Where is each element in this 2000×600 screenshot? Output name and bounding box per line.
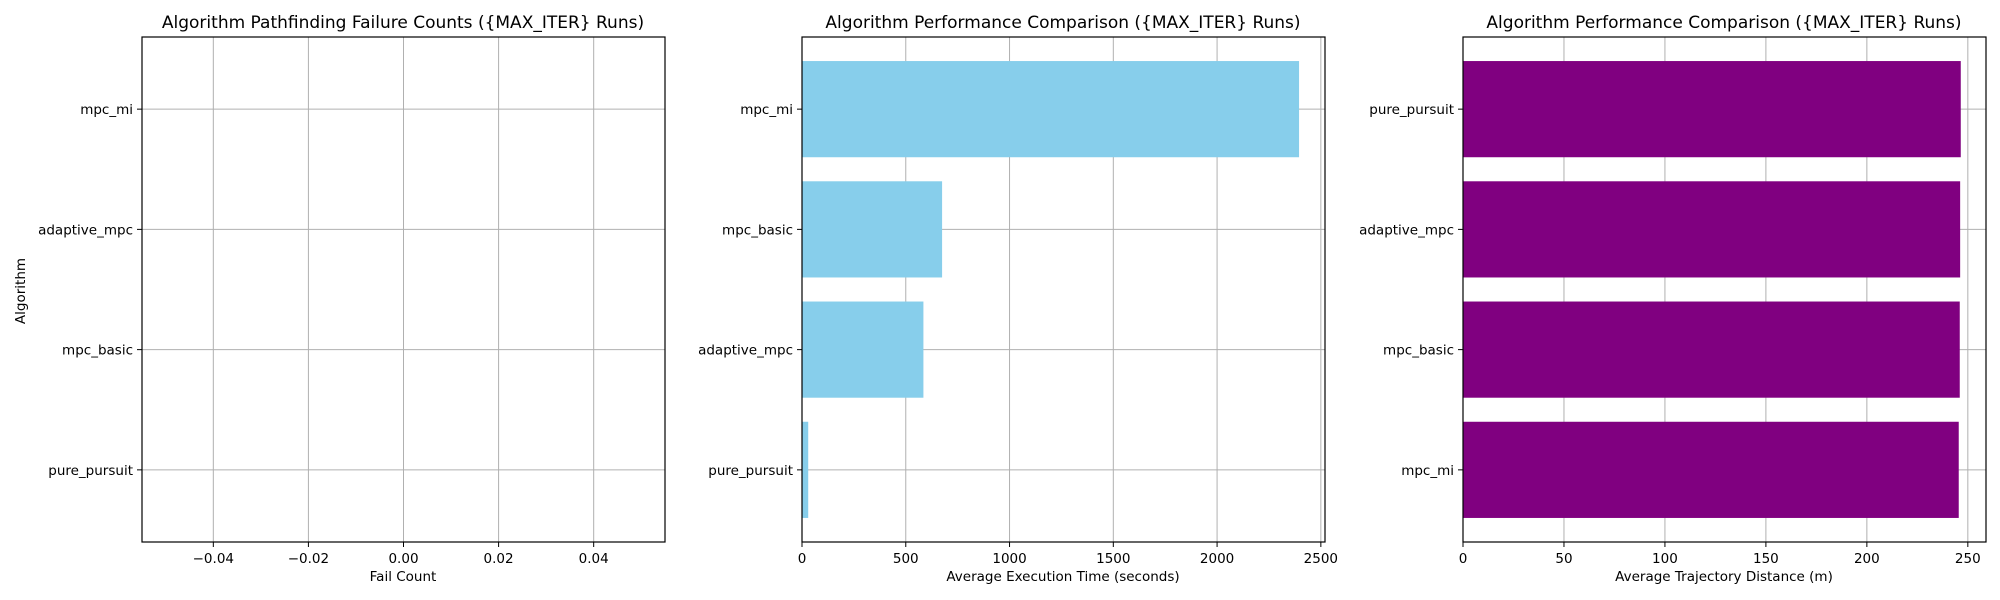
plot-frame (141, 36, 666, 543)
x-axis-label: Average Trajectory Distance (m) (1615, 569, 1833, 585)
y-tick-label: pure_pursuit (48, 463, 133, 479)
bar-mpc-basic (802, 181, 943, 278)
x-tick-label: 0.02 (484, 551, 514, 567)
x-tick-label: 1000 (992, 551, 1026, 567)
bar-adaptive-mpc (802, 301, 924, 398)
x-tick-label: 50 (1555, 551, 1572, 567)
chart-panel-trajectory-distance: Algorithm Performance Comparison ({MAX_I… (1359, 13, 1987, 585)
y-tick-label: mpc_mi (80, 102, 133, 118)
x-tick-label: 0 (1459, 551, 1468, 567)
x-tick-label: −0.04 (193, 551, 234, 567)
chart-panel-execution-time: Algorithm Performance Comparison ({MAX_I… (698, 13, 1338, 585)
y-tick-label: pure_pursuit (1369, 102, 1454, 118)
ticks: 0 50 100 150 200 250 mpc_mi mpc_basic adaptive_m… (1359, 102, 1981, 567)
grid (142, 37, 665, 542)
x-tick-label: 1500 (1096, 551, 1130, 567)
chart-panel-fail-count: Algorithm Pathfinding Failure Counts ({M… (13, 13, 666, 585)
y-tick-label: adaptive_mpc (698, 343, 793, 359)
x-axis-label: Average Execution Time (seconds) (946, 569, 1179, 585)
y-tick-label: adaptive_mpc (1359, 222, 1454, 238)
bars (1463, 61, 1961, 518)
x-tick-label: 250 (1955, 551, 1981, 567)
bar-pure-pursuit (802, 421, 809, 518)
x-tick-label: 2000 (1200, 551, 1234, 567)
y-axis-label: Algorithm (13, 258, 29, 324)
plot-frame (801, 36, 1326, 543)
bar-pure-pursuit (1463, 61, 1961, 158)
chart-title: Algorithm Performance Comparison ({MAX_I… (825, 13, 1300, 33)
y-tick-label: mpc_mi (1401, 463, 1454, 479)
bar-mpc-mi (1463, 421, 1959, 518)
bar-mpc-mi (802, 61, 1300, 158)
x-axis-label: Fail Count (370, 569, 437, 585)
bar-mpc-basic (1463, 301, 1960, 398)
x-tick-label: 0 (798, 551, 807, 567)
x-tick-label: 0.04 (579, 551, 609, 567)
ticks: 0 500 1000 1500 2000 2500 pure_pursuit adaptive… (698, 102, 1338, 567)
bar-adaptive-mpc (1463, 181, 1961, 278)
x-tick-label: 2500 (1304, 551, 1338, 567)
x-tick-label: 500 (893, 551, 919, 567)
y-tick-label: adaptive_mpc (38, 222, 133, 238)
plot-frame (1462, 36, 1987, 543)
chart-title: Algorithm Pathfinding Failure Counts ({M… (162, 13, 644, 33)
x-tick-label: −0.02 (288, 551, 329, 567)
y-tick-label: mpc_basic (722, 222, 793, 238)
x-tick-label: 100 (1652, 551, 1678, 567)
x-tick-label: 0.00 (388, 551, 418, 567)
y-tick-label: mpc_mi (740, 102, 793, 118)
y-tick-label: mpc_basic (62, 343, 133, 359)
y-tick-label: pure_pursuit (708, 463, 793, 479)
chart-title: Algorithm Performance Comparison ({MAX_I… (1486, 13, 1961, 33)
x-tick-label: 200 (1854, 551, 1880, 567)
x-tick-label: 150 (1753, 551, 1779, 567)
ticks: −0.04 −0.02 0.00 0.02 0.04 pure_pursuit mpc_ba… (38, 102, 609, 567)
y-tick-label: mpc_basic (1383, 343, 1454, 359)
bars (802, 61, 1300, 518)
